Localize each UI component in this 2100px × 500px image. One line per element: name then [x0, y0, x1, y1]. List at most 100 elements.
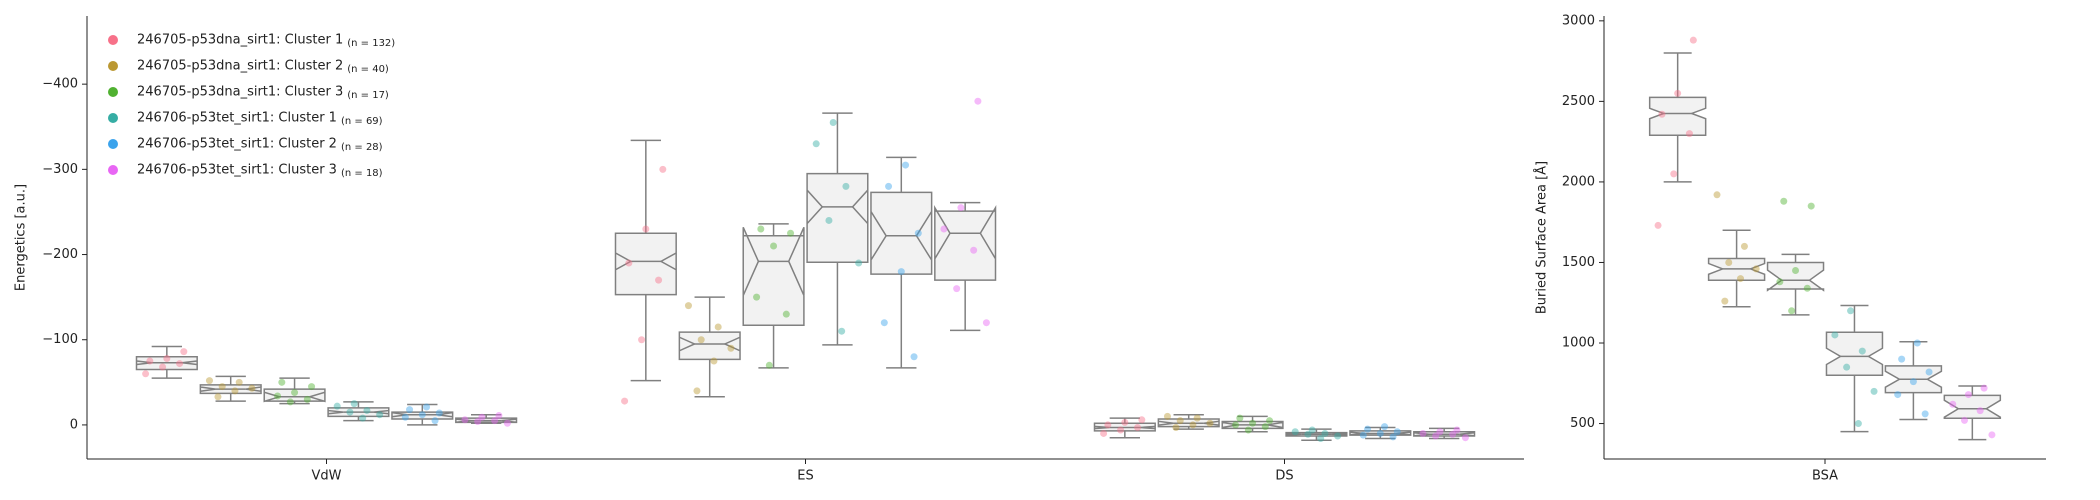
point — [291, 389, 299, 397]
point — [1654, 221, 1662, 229]
y-tick-label: −200 — [42, 247, 78, 262]
point — [1381, 423, 1389, 431]
point — [1304, 430, 1312, 438]
point — [274, 392, 282, 400]
point — [838, 327, 846, 335]
box-group — [1707, 191, 1766, 308]
point — [159, 363, 167, 371]
point — [231, 387, 239, 395]
point — [1713, 191, 1721, 199]
point — [1894, 391, 1902, 399]
box — [1648, 96, 1707, 136]
box-group — [327, 400, 390, 422]
point — [1321, 429, 1329, 437]
box-group — [678, 296, 741, 398]
point — [1453, 426, 1461, 434]
point — [1725, 258, 1733, 266]
point — [363, 406, 371, 414]
point — [1913, 339, 1921, 347]
y-axis-label: Buried Surface Area [Å] — [1534, 161, 1550, 314]
point — [957, 204, 965, 212]
point — [710, 357, 718, 365]
point — [684, 302, 692, 310]
point — [940, 225, 948, 233]
point — [910, 353, 918, 361]
point — [1854, 420, 1862, 428]
point — [163, 354, 171, 362]
y-tick-label: 2000 — [1562, 174, 1595, 189]
point — [176, 360, 184, 368]
point — [885, 182, 893, 190]
box-group — [1349, 423, 1412, 441]
box — [1825, 331, 1884, 376]
legend-marker — [108, 61, 118, 71]
point — [1776, 278, 1784, 286]
point — [142, 370, 150, 378]
point — [829, 118, 837, 126]
point — [401, 413, 409, 421]
point — [897, 268, 905, 276]
x-tick-label: ES — [797, 469, 813, 484]
point — [880, 319, 888, 327]
y-tick-label: 2500 — [1562, 94, 1595, 109]
point — [1163, 412, 1171, 420]
point — [812, 140, 820, 148]
point — [1189, 421, 1197, 429]
point — [1960, 416, 1968, 424]
point — [782, 310, 790, 318]
y-tick-label: 1500 — [1562, 255, 1595, 270]
box — [870, 191, 933, 275]
point — [1980, 384, 1988, 392]
point — [248, 384, 256, 392]
legend-count: (n = 18) — [341, 168, 383, 179]
point — [235, 378, 243, 386]
legend-count: (n = 17) — [347, 90, 389, 101]
y-tick-label: 0 — [70, 417, 78, 432]
point — [1976, 407, 1984, 415]
point — [418, 411, 426, 419]
point — [1138, 416, 1146, 424]
point — [214, 393, 222, 401]
box-group — [1943, 384, 2002, 441]
point — [1449, 430, 1457, 438]
box-group — [1825, 304, 1884, 433]
point — [359, 414, 367, 422]
y-tick-label: −400 — [42, 77, 78, 92]
box-group — [934, 97, 997, 332]
point — [503, 419, 511, 427]
legend-marker — [108, 35, 118, 45]
point — [727, 344, 735, 352]
legend-marker — [108, 87, 118, 97]
box-group — [1648, 36, 1707, 229]
y-tick-label: 500 — [1570, 416, 1595, 431]
box-group — [742, 223, 805, 369]
point — [1317, 435, 1325, 443]
box-group — [806, 112, 869, 346]
point — [1376, 429, 1384, 437]
point — [1206, 419, 1214, 427]
point — [770, 242, 778, 250]
point — [435, 409, 443, 417]
point — [1909, 378, 1917, 386]
box-group — [870, 156, 933, 369]
point — [655, 276, 663, 284]
point — [1172, 423, 1180, 431]
point — [218, 383, 226, 391]
x-tick-label: DS — [1275, 469, 1293, 484]
legend-label: 246705-p53dna_sirt1: Cluster 3 — [137, 85, 343, 100]
box — [263, 388, 326, 403]
point — [1134, 423, 1142, 431]
point — [842, 182, 850, 190]
box-group — [614, 139, 677, 405]
point — [1921, 410, 1929, 418]
point — [1236, 414, 1244, 422]
point — [1461, 434, 1469, 442]
box-group — [1093, 416, 1156, 439]
point — [1752, 265, 1760, 273]
point — [982, 319, 990, 327]
point — [1176, 417, 1184, 425]
box-group — [391, 403, 454, 426]
point — [1689, 36, 1697, 44]
point — [1436, 428, 1444, 436]
point — [1104, 421, 1112, 429]
